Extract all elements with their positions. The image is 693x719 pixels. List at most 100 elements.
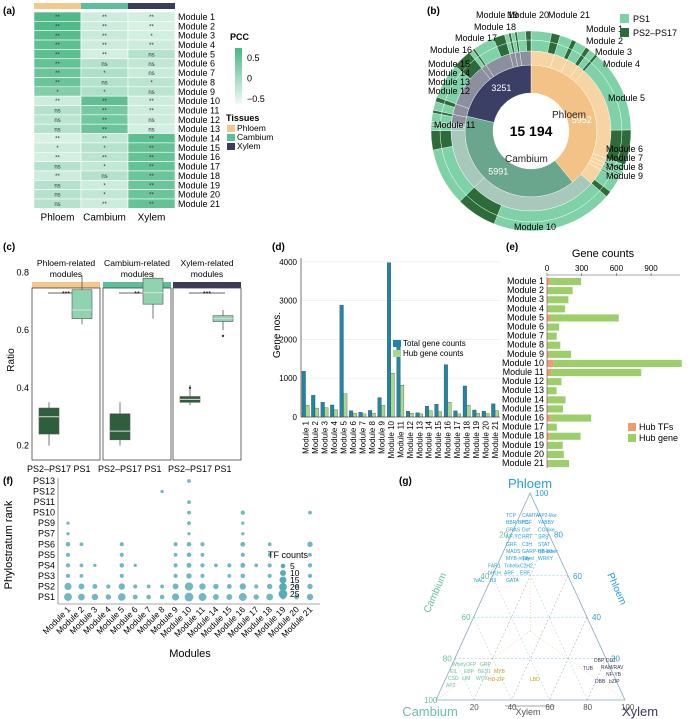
bubble [307, 541, 313, 547]
x-tick-label: Module 10 [387, 420, 396, 458]
bubble [227, 563, 232, 568]
y-tick-label: PS9 [38, 518, 55, 528]
bubble [266, 593, 274, 601]
y-tick-label: PS4 [38, 560, 55, 570]
y-tick-label: 0 [293, 413, 298, 422]
tissue-name: Cambium [505, 154, 548, 165]
x-tick-label: Module 4 [330, 420, 339, 453]
vertex-label-xylem: Xylem [622, 704, 658, 719]
tick-cambium: 40 [480, 572, 489, 581]
bubble [294, 594, 299, 600]
bubble [241, 521, 245, 525]
bar-hub-gene [548, 396, 566, 404]
module-label: Module 10 [514, 222, 556, 232]
cell-significance: ** [102, 118, 107, 124]
panel-f-bubble-plot: Phylostratum rankModulesPS1PS2PS3PS4PS5P… [3, 476, 320, 660]
cell-significance: ns [54, 202, 60, 208]
tf-label-mixed: HD-ZIP [488, 677, 505, 683]
bar [406, 411, 410, 418]
bubble [200, 573, 205, 579]
tf-label-mixed: MYB [494, 669, 506, 675]
facet-frame [31, 287, 101, 461]
tf-label-cambium: CSD [448, 676, 459, 682]
x-tick-label: PS1 [144, 464, 161, 474]
bubble [200, 542, 205, 547]
colorbar-step [235, 97, 242, 101]
bubble [160, 489, 164, 494]
cell-significance: ** [102, 109, 107, 115]
cell-significance: ns [148, 71, 154, 77]
bar-hub-tfs [547, 278, 550, 286]
bubble [240, 562, 246, 568]
cell-significance: ** [55, 137, 60, 143]
bubble [159, 594, 165, 600]
bubble [266, 583, 273, 590]
x-tick-label: Module 12 [406, 420, 415, 458]
cell-significance: ** [55, 81, 60, 87]
y-tick-label: Module 12 [502, 376, 544, 386]
bubble [294, 584, 299, 589]
x-tick-label: Module 16 [444, 420, 453, 458]
tissue-legend-label: Cambium [237, 132, 273, 142]
bubble [227, 574, 232, 578]
colorbar-step [235, 78, 242, 82]
cell-significance: ** [102, 15, 107, 21]
y-tick-label: 2000 [279, 335, 297, 344]
row-label: Module 15 [178, 143, 220, 153]
tf-label-phloem: WRKY [538, 556, 554, 562]
tf-label-mixed: LBD [530, 677, 540, 683]
cell-significance: ns [148, 118, 154, 124]
bar-hub-gene [549, 350, 572, 358]
cell-significance: ns [101, 62, 107, 68]
tf-label-phloem: GRAS [506, 527, 521, 533]
bar-hub-gene [549, 278, 582, 286]
bar [428, 410, 433, 418]
bar-hub-tfs [547, 287, 549, 295]
inner-slice-value: 5952 [572, 115, 592, 125]
cell-significance: ** [55, 174, 60, 180]
bubble [64, 582, 72, 591]
bar-hub-tfs [547, 296, 549, 304]
cell-significance: ns [54, 165, 60, 171]
bar [371, 412, 376, 418]
row-label: Module 10 [178, 96, 220, 106]
cell-significance: ** [149, 165, 154, 171]
tick-cambium: 100 [424, 696, 438, 705]
grid-line-cambium [454, 658, 475, 701]
tissue-swatch [227, 134, 235, 141]
bubble [92, 584, 98, 589]
bubble [119, 542, 124, 547]
bubble [133, 584, 138, 589]
outer-ps1-segment [516, 30, 527, 42]
tick-phloem: 40 [592, 613, 601, 622]
cell-significance: ** [55, 62, 60, 68]
panel-label-g: (g) [399, 476, 412, 487]
bubble [66, 532, 70, 536]
y-tick-label: 0.2 [16, 441, 29, 451]
size-legend-label: 10 [290, 568, 300, 578]
panel-a-heatmap: ** ** ** Module 1** ** ** Module 2** ** * Module … [33, 3, 273, 223]
bar [400, 385, 405, 418]
cell-significance: * [150, 34, 153, 40]
legend-label: Total gene counts [403, 339, 466, 348]
inner-slice-value: 3251 [491, 83, 511, 93]
y-tick-label: Module 9 [507, 349, 544, 359]
cell-significance: ns [54, 109, 60, 115]
bar [330, 404, 335, 418]
tf-label-xylem: NF-YB [606, 672, 622, 678]
tf-label-phloem: GRF [506, 542, 517, 548]
bubble [240, 510, 245, 515]
bubble [119, 552, 124, 557]
bubble [240, 552, 245, 557]
bar [472, 409, 477, 418]
panel-label-a: (a) [3, 6, 15, 17]
cell-significance: ** [55, 43, 60, 49]
colorbar-step [235, 50, 242, 54]
x-tick-label: PS2–PS17 [168, 464, 212, 474]
row-label: Module 8 [178, 77, 215, 87]
size-legend-title: TF counts [268, 550, 309, 560]
ps1-segment [530, 39, 551, 53]
bubble [186, 573, 192, 579]
bubble [173, 563, 178, 568]
